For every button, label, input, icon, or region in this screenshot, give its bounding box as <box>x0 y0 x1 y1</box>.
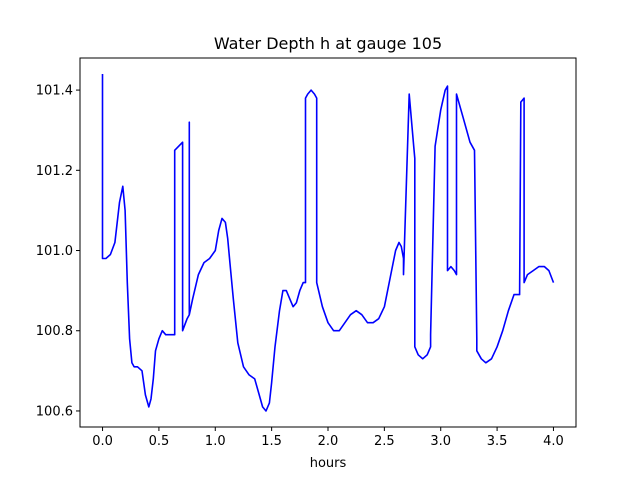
x-tick-label: 0.0 <box>92 434 113 449</box>
x-tick-label: 1.0 <box>205 434 226 449</box>
y-tick-label: 101.0 <box>36 244 73 259</box>
ticks-layer: 0.0 0.5 1.0 1.5 2.0 2.5 3.0 3.5 4.0 100.6 100.8 101… <box>36 84 564 449</box>
x-tick-label: 4.0 <box>543 434 564 449</box>
y-tick-label: 101.4 <box>36 84 73 99</box>
x-tick-label: 2.0 <box>318 434 339 449</box>
x-tick-label: 3.5 <box>487 434 508 449</box>
x-tick-label: 0.5 <box>149 434 170 449</box>
line-layer <box>101 74 555 412</box>
x-axis-label: hours <box>310 456 347 471</box>
x-tick-label: 3.0 <box>430 434 451 449</box>
x-tick-label: 2.5 <box>374 434 395 449</box>
x-tick-label: 1.5 <box>261 434 282 449</box>
y-tick-label: 100.6 <box>36 404 73 419</box>
plot-frame <box>79 57 577 428</box>
chart-title: Water Depth h at gauge 105 <box>214 34 442 53</box>
y-tick-label: 101.2 <box>36 164 73 179</box>
y-tick-label: 100.8 <box>36 324 73 339</box>
series-line <box>101 74 555 412</box>
